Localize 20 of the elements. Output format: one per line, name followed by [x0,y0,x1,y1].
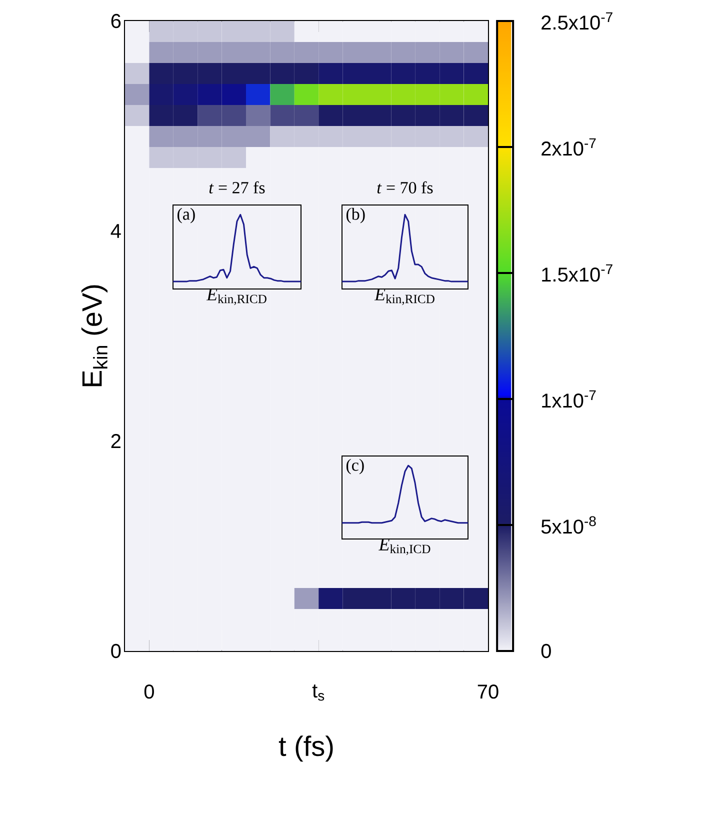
color-bar-label: 1.5x10$^{-7}$ [542,264,612,282]
annotation: (c) [346,458,364,474]
color-bar-label: 1x10$^{-7}$ [542,390,596,408]
y-tick-label: 4 [110,224,121,238]
annotation: (a) [178,208,195,224]
y-axis-title: E$_{kin}$ (eV) [81,285,108,386]
x-axis-title: t (fs) [278,736,333,762]
chart-title: t = 27 fs [209,181,265,194]
y-tick-label: 6 [111,14,121,28]
color-bar-label: 0 [541,644,551,658]
color-bar-label: 5x10$^{-8}$ [541,516,596,534]
x-tick-label: 70 [478,684,498,699]
color-bar-label: 2.5x10$^{-7}$ [542,12,612,30]
x-tick-label: t$_{s}$ [312,684,324,701]
chart-title: t = 70 fs [377,181,433,194]
y-tick-label: 0 [111,644,121,658]
color-bar-label: 2x10$^{-7}$ [542,138,596,156]
y-tick-label: 2 [111,434,120,448]
annotation: (b) [346,208,365,224]
x-tick-label: 0 [144,684,154,699]
